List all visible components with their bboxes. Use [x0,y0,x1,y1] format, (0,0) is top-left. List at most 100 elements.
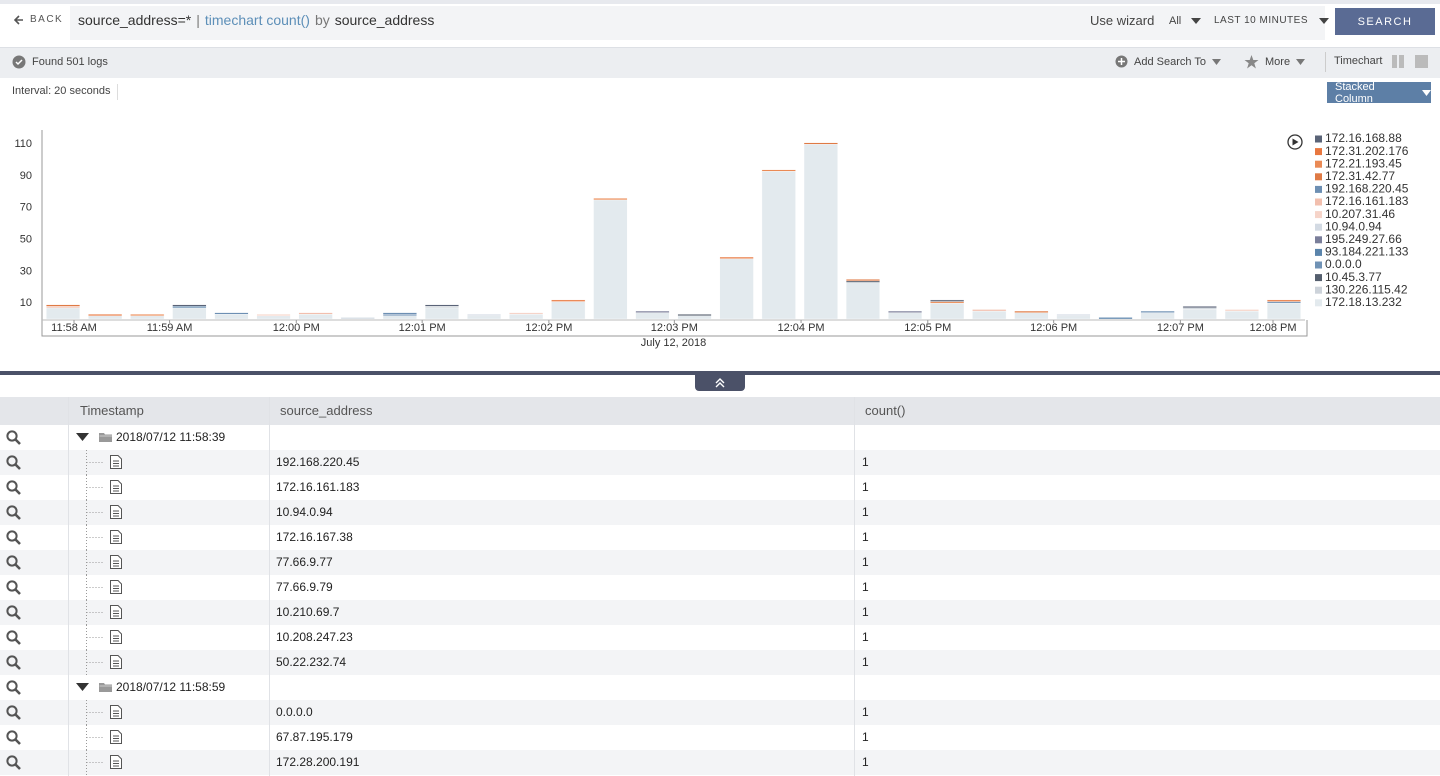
inspect-icon[interactable] [6,755,22,771]
interval-label: Interval: 20 seconds [12,85,111,97]
view-toggle[interactable] [1392,55,1432,69]
table-row: 2018/07/12 11:58:39 [0,425,1440,450]
document-icon [110,530,122,544]
bar-segment [1266,301,1301,304]
count: 1 [862,455,869,469]
inspect-icon[interactable] [6,505,22,521]
inspect-icon[interactable] [6,705,22,721]
count: 1 [862,605,869,619]
tree-line [86,550,104,575]
view-label: Timechart [1334,55,1383,67]
play-circle [1287,134,1303,150]
inspect-icon[interactable] [6,455,22,471]
source-address: 77.66.9.77 [276,555,333,569]
inspect-icon[interactable] [6,680,22,696]
time-range-dropdown[interactable]: LAST 10 MINUTES [1214,15,1330,26]
bar-segment [424,307,459,320]
separator [1325,52,1326,72]
legend-label: 172.21.193.45 [1325,156,1402,170]
count: 1 [862,630,869,644]
tree-line [86,450,104,475]
tree-line [86,625,104,650]
bar-segment [761,169,796,172]
expand-toggle[interactable] [76,432,90,442]
bar-segment [1014,310,1049,313]
timestamp: 2018/07/12 11:58:39 [116,430,226,444]
query-input[interactable] [70,6,1325,40]
inspect-icon[interactable] [6,605,22,621]
query-part: | [196,12,200,28]
bar-segment [677,315,712,320]
bar-segment [930,301,965,304]
use-wizard[interactable]: Use wizard [1090,13,1155,28]
legend-label: 10.207.31.46 [1325,207,1395,221]
legend-label: 195.249.27.66 [1325,232,1402,246]
tree-line [86,700,104,725]
bar-segment [424,306,459,309]
scope-label: All [1169,15,1182,27]
legend-label: 172.16.168.88 [1325,131,1402,145]
bar-segment [467,315,502,320]
bar-segment [761,171,796,320]
tree-line [86,725,104,750]
back-button[interactable]: BACK [14,14,63,25]
table-row: 10.94.0.94 1 [0,500,1440,525]
source-address: 50.22.232.74 [276,655,347,669]
count: 1 [862,730,869,744]
inspect-icon[interactable] [6,630,22,646]
tree-line [86,525,104,550]
bar-segment [635,312,670,320]
source-address: 10.94.0.94 [276,505,333,519]
inspect-icon[interactable] [6,555,22,571]
bar-segment [1182,309,1217,320]
more-menu[interactable]: More [1244,55,1306,69]
add-search-to[interactable]: Add Search To [1115,55,1221,68]
bar-segment [340,317,375,320]
legend-swatch [1315,160,1322,168]
tree-line [86,750,104,775]
expand-toggle[interactable] [76,682,90,692]
y-tick-label: 10 [20,297,32,309]
inspect-icon[interactable] [6,530,22,546]
bar-segment [677,314,712,317]
scope-dropdown[interactable]: All [1169,15,1202,27]
x-tick-label: 11:58 AM [51,322,97,334]
play-button[interactable] [1287,134,1303,150]
bar-segment [88,315,123,320]
search-button[interactable]: SEARCH [1335,8,1435,35]
chart-style-label: Stacked Column [1335,80,1375,105]
axis-frame [41,130,1308,337]
count: 1 [862,555,869,569]
legend-swatch [1315,261,1322,269]
bar-segment [845,279,880,282]
document-icon [110,580,122,594]
document-icon [110,480,122,494]
caret [1319,17,1330,24]
inspect-icon[interactable] [6,480,22,496]
query-text: source_address=* | timechart count() by sour… [78,12,439,30]
play-triangle [1292,138,1299,146]
bar-segment [635,310,670,313]
legend-swatch [1315,299,1322,307]
inspect-icon[interactable] [6,655,22,671]
bar-segment [46,307,81,320]
bar-segment [719,258,754,320]
bar-segment [172,307,207,320]
y-tick-label: 50 [20,233,32,245]
legend-label: 93.184.221.133 [1325,245,1409,259]
column-divider [269,397,270,776]
x-tick-label: 12:00 PM [273,322,320,334]
inspect-icon[interactable] [6,580,22,596]
collapse-handle[interactable] [695,373,745,391]
chart-style-dropdown[interactable]: Stacked Column [1327,80,1431,105]
bar-segment [1266,302,1301,320]
inspect-icon[interactable] [6,730,22,746]
column-header: Timestamp [80,403,144,418]
x-axis-label: July 12, 2018 [641,337,706,349]
inspect-icon[interactable] [6,430,22,446]
bar-segment [382,314,417,317]
time-range-label: LAST 10 MINUTES [1214,15,1309,26]
source-address: 10.208.247.23 [276,630,353,644]
query-part: timechart count() [204,12,310,28]
bar-segment [972,309,1007,312]
